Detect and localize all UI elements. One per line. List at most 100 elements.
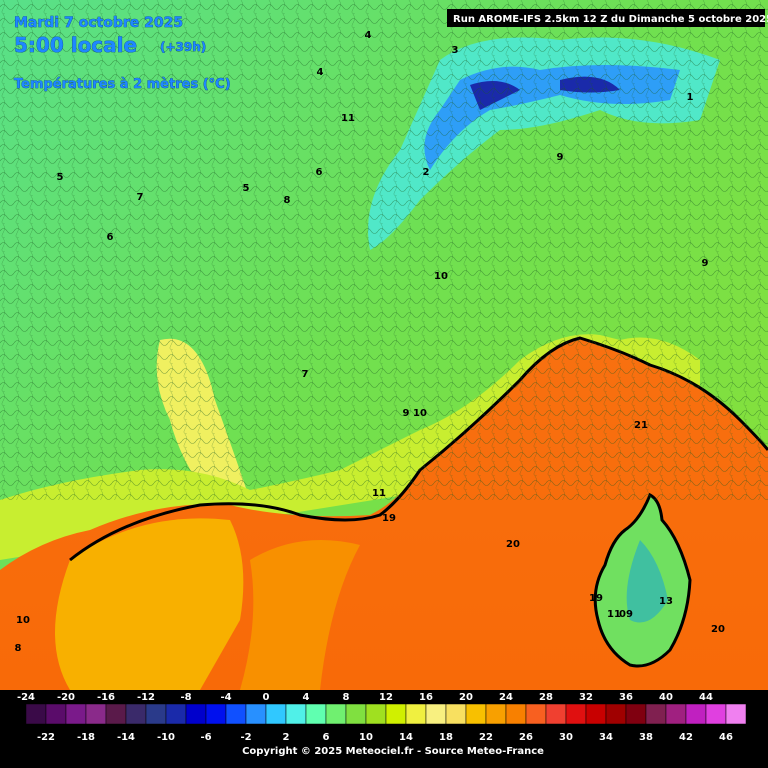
contour-label: 11: [372, 488, 386, 499]
legend-swatch: [425, 703, 447, 725]
legend-swatch: [85, 703, 107, 725]
legend-swatch: [445, 703, 467, 725]
legend-background: [0, 690, 768, 768]
legend-swatch: [525, 703, 547, 725]
legend-label-bottom: 22: [479, 732, 493, 743]
variable: Températures à 2 mètres (°C): [14, 77, 231, 92]
legend-label-top: 36: [619, 692, 633, 703]
contour-label: 10: [16, 615, 30, 626]
contour-label: 6: [107, 232, 114, 243]
corsica-mountains: [626, 540, 668, 623]
legend-label-top: 12: [379, 692, 393, 703]
legend-label-top: -8: [180, 692, 191, 703]
legend-swatch: [365, 703, 387, 725]
legend-label-bottom: 42: [679, 732, 693, 743]
legend-swatch: [45, 703, 67, 725]
legend-label-bottom: 30: [559, 732, 573, 743]
contour-label: 20: [711, 624, 725, 635]
legend-swatch: [605, 703, 627, 725]
run-info: Run AROME-IFS 2.5km 12 Z du Dimanche 5 o…: [453, 14, 768, 25]
legend-label-top: 20: [459, 692, 473, 703]
contour-label: 6: [316, 167, 323, 178]
legend-swatch: [105, 703, 127, 725]
legend-label-bottom: -6: [200, 732, 211, 743]
legend-label-top: -12: [137, 692, 155, 703]
legend-label-bottom: -2: [240, 732, 251, 743]
legend-swatch: [325, 703, 347, 725]
contour-label: 2: [423, 167, 430, 178]
legend-label-top: 0: [263, 692, 270, 703]
copyright: Copyright © 2025 Meteociel.fr - Source M…: [242, 746, 544, 757]
time: 5:00 locale: [14, 33, 137, 57]
contour-label: 5: [57, 172, 64, 183]
legend-swatch: [705, 703, 727, 725]
legend-swatch: [645, 703, 667, 725]
contour-label: 10: [434, 271, 448, 282]
legend-label-bottom: 46: [719, 732, 733, 743]
legend-label-bottom: -10: [157, 732, 175, 743]
legend-label-top: 16: [419, 692, 433, 703]
legend-swatch: [285, 703, 307, 725]
legend-label-top: -16: [97, 692, 115, 703]
legend-swatch: [185, 703, 207, 725]
legend-label-top: -20: [57, 692, 75, 703]
legend-label-bottom: 18: [439, 732, 453, 743]
legend-label-bottom: 34: [599, 732, 613, 743]
contour-label: 8: [284, 195, 291, 206]
legend-label-bottom: -22: [37, 732, 55, 743]
legend-swatch: [545, 703, 567, 725]
contour-label: 09: [619, 609, 633, 620]
contour-label: 10: [413, 408, 427, 419]
contour-label: 7: [137, 192, 144, 203]
legend-swatch: [685, 703, 707, 725]
legend-label-bottom: -18: [77, 732, 95, 743]
legend-swatch: [25, 703, 47, 725]
contour-label: 8: [15, 643, 22, 654]
contour-label: 21: [634, 420, 648, 431]
contour-label: 20: [506, 539, 520, 550]
legend-swatch: [225, 703, 247, 725]
contour-label: 11: [341, 113, 355, 124]
legend-swatch: [385, 703, 407, 725]
sea-cooler-zone: [55, 518, 244, 690]
contour-label: 9: [557, 152, 564, 163]
legend-swatch: [305, 703, 327, 725]
contour-label: 4: [365, 30, 372, 41]
legend-label-bottom: 38: [639, 732, 653, 743]
contour-label: 5: [243, 183, 250, 194]
legend-swatch: [565, 703, 587, 725]
legend-swatch: [465, 703, 487, 725]
legend-label-bottom: -14: [117, 732, 135, 743]
legend-label-top: 8: [343, 692, 350, 703]
legend-label-bottom: 14: [399, 732, 413, 743]
legend-label-top: 24: [499, 692, 513, 703]
run-box: [447, 9, 765, 27]
legend-swatch: [265, 703, 287, 725]
sea-mid-zone: [240, 540, 360, 690]
legend-swatch: [125, 703, 147, 725]
legend-swatch: [585, 703, 607, 725]
legend-label-top: 44: [699, 692, 713, 703]
legend-swatch: [625, 703, 647, 725]
contour-label: 1: [687, 92, 694, 103]
legend-label-bottom: 6: [323, 732, 330, 743]
lead-time: (+39h): [160, 40, 206, 54]
legend-swatch: [65, 703, 87, 725]
legend-label-bottom: 10: [359, 732, 373, 743]
legend-swatch: [505, 703, 527, 725]
legend-swatch: [665, 703, 687, 725]
contour-label: 7: [302, 369, 309, 380]
legend-label-top: 40: [659, 692, 673, 703]
legend-swatch: [165, 703, 187, 725]
contour-label: 21: [556, 694, 570, 705]
legend-swatch: [205, 703, 227, 725]
legend-label-top: 28: [539, 692, 553, 703]
legend-swatch: [345, 703, 367, 725]
contour-label: 3: [452, 45, 459, 56]
legend-swatch: [485, 703, 507, 725]
contour-label: 4: [317, 67, 324, 78]
legend-label-top: -24: [17, 692, 35, 703]
legend-label-top: -4: [220, 692, 231, 703]
